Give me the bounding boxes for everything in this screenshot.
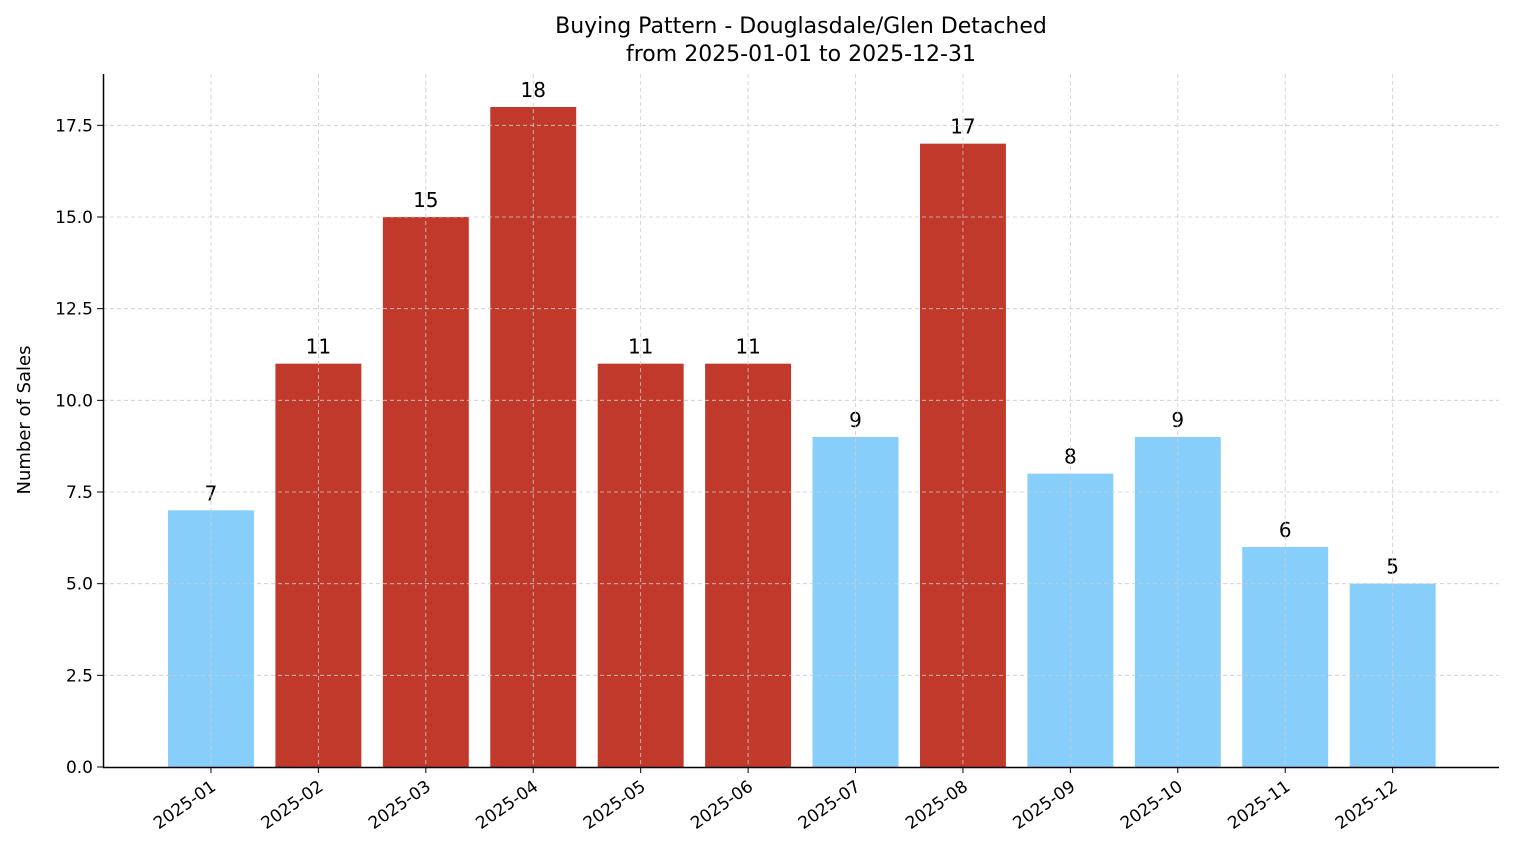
x-tick-label: 2025-03 (365, 777, 435, 834)
x-tick-label: 2025-07 (795, 777, 865, 834)
data-label: 7 (205, 481, 218, 505)
y-tick-label: 7.5 (66, 483, 93, 503)
y-tick-label: 0.0 (66, 758, 93, 778)
y-tick-label: 5.0 (66, 575, 93, 595)
chart-subtitle: from 2025-01-01 to 2025-12-31 (626, 42, 976, 67)
y-axis-label: Number of Sales (14, 345, 35, 494)
x-tick-label: 2025-09 (1010, 777, 1080, 834)
y-tick-label: 17.5 (55, 116, 93, 136)
x-tick-label: 2025-11 (1224, 777, 1294, 834)
x-tick-label: 2025-12 (1332, 777, 1402, 834)
data-label: 8 (1064, 445, 1077, 469)
chart-title: Buying Pattern - Douglasdale/Glen Detach… (555, 14, 1047, 39)
x-tick-label: 2025-02 (258, 777, 328, 834)
x-tick-label: 2025-01 (150, 777, 220, 834)
x-tick-label: 2025-08 (902, 777, 972, 834)
y-tick-label: 2.5 (66, 666, 93, 686)
x-tick-label: 2025-04 (472, 777, 542, 834)
x-tick-label: 2025-05 (580, 777, 650, 834)
y-tick-label: 15.0 (55, 208, 93, 228)
y-tick-label: 10.0 (55, 391, 93, 411)
x-tick-label: 2025-06 (687, 777, 757, 834)
x-tick-label: 2025-10 (1117, 777, 1187, 834)
y-tick-label: 12.5 (55, 300, 93, 320)
bar-2025-04 (490, 107, 577, 767)
